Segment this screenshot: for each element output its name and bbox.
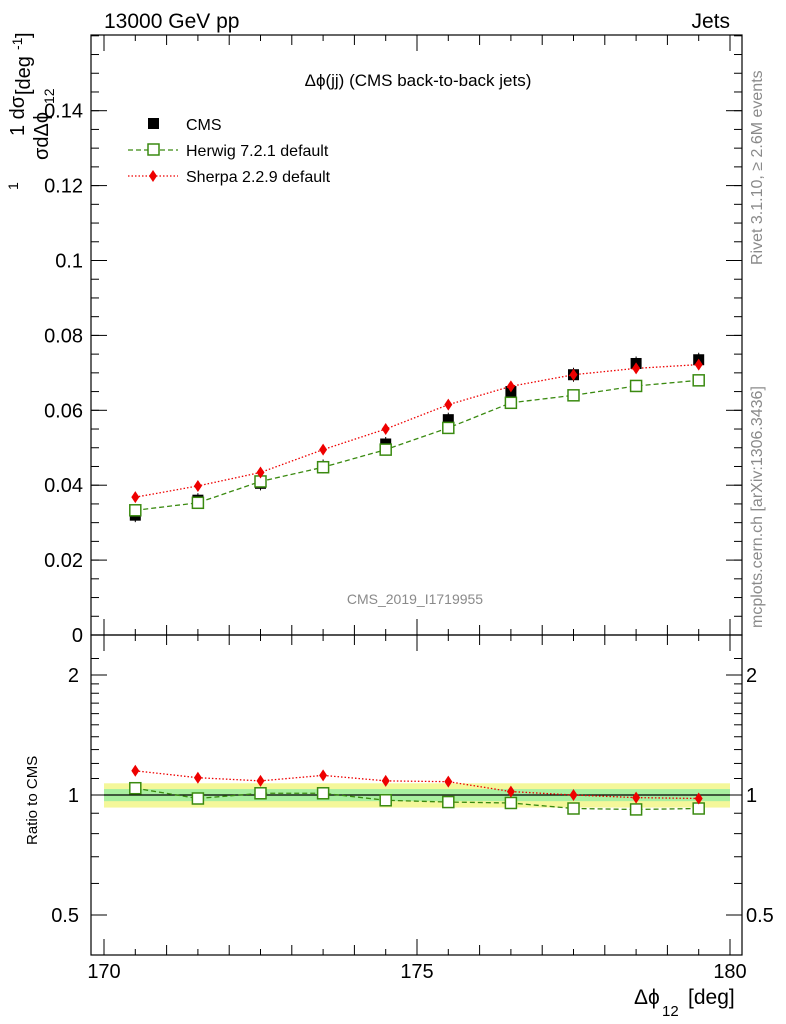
x-axis-label: Δϕ 12 [deg] [634,986,735,1020]
herwig-data-point [379,443,392,456]
sherpa-ratio-point [131,764,140,777]
svg-text:σdΔϕ: σdΔϕ [31,112,53,160]
herwig-ratio-point [129,781,142,795]
main-y-tick-label: 0.14 [44,101,83,123]
sherpa-ratio-point [632,791,641,804]
herwig-ratio-point [692,802,705,815]
legend-herwig-marker [147,143,160,156]
sherpa-data-point [694,358,703,371]
ratio-panel: 170 175 180 0.5 0.5 1 1 2 2 [51,634,774,983]
main-y-tick-label: 0.1 [55,251,83,273]
ratio-y-tick-label: 2 [68,665,79,687]
sherpa-ratio-point [319,769,328,782]
herwig-data-point [567,389,580,402]
sherpa-data-point [506,380,515,393]
header-left: 13000 GeV pp [104,10,239,33]
cms-data-point [442,414,454,426]
herwig-ratio-point [379,794,392,807]
sherpa-data-point [569,368,578,381]
main-y-tick-label: 0.08 [44,325,83,347]
svg-text:12: 12 [662,1003,679,1020]
ratio-y-tick-label: 0.5 [51,905,79,927]
sherpa-data-point [131,491,140,504]
herwig-ratio-point [629,803,643,816]
sherpa-data-point [444,398,453,411]
herwig-data-point [692,374,705,387]
main-y-tick-label: 0.02 [44,550,83,572]
ratio-y-tick-label-right: 0.5 [746,905,774,927]
main-panel: 0 0.02 0.04 0.06 0.08 0.1 0.12 0.14 [44,34,743,647]
herwig-ratio-point [567,802,580,815]
herwig-data-point [129,504,142,517]
legend-sherpa-label: Sherpa 2.2.9 default [186,169,331,186]
svg-text:[deg: [deg [13,56,35,95]
herwig-data-point [504,396,518,410]
ratio-y-tick-label: 1 [68,785,79,807]
herwig-data-point [191,496,205,510]
herwig-data-point [316,460,330,474]
main-y-axis-label: 1 1 dσ σdΔϕ 12 [deg -1 ] [5,32,57,190]
sherpa-ratio-point [256,774,265,787]
sherpa-ratio-point [381,774,390,787]
main-plot-title: Δϕ(jj) (CMS back-to-back jets) [305,71,532,90]
sherpa-ratio-point [444,775,453,788]
herwig-data-point [442,421,455,435]
herwig-ratio-point [504,796,518,810]
legend-cms-label: CMS [186,117,222,134]
ratio-y-axis-label: Ratio to CMS [24,756,41,845]
svg-text:1: 1 [5,182,21,190]
legend: CMS Herwig 7.2.1 default Sherpa 2.2.9 de… [128,117,331,186]
legend-herwig-label: Herwig 7.2.1 default [186,143,329,160]
sherpa-ratio-point [193,771,202,784]
svg-text:]: ] [13,32,35,38]
main-y-tick-label: 0.06 [44,400,83,422]
ratio-series-line-0 [135,787,699,811]
header-right: Jets [691,10,730,33]
rivet-version-text: Rivet 3.1.10, ≥ 2.6M events [749,70,766,265]
main-y-tick-label: 0 [72,625,83,647]
ratio-y-tick-label-right: 2 [746,665,757,687]
sherpa-data-point [381,423,390,436]
x-tick-label: 175 [400,961,433,983]
main-y-tick-label: 0.12 [44,176,83,198]
herwig-ratio-point [442,795,455,809]
sherpa-data-point [256,466,265,479]
svg-text:Δϕ: Δϕ [634,986,660,1009]
sherpa-ratio-point [506,785,515,798]
svg-text:[deg]: [deg] [688,986,735,1009]
main-series-line-2 [135,363,699,498]
main-y-tick-label: 0.04 [44,475,83,497]
sherpa-data-point [632,362,641,375]
legend-cms-marker [148,118,159,129]
sherpa-ratio-point [569,789,578,801]
analysis-watermark: CMS_2019_I1719955 [347,591,483,607]
herwig-ratio-point [316,787,330,800]
sherpa-data-point [193,479,202,492]
mcplots-reference-text: mcplots.cern.ch [arXiv:1306.3436] [749,386,766,628]
ratio-y-tick-label-right: 1 [746,785,757,807]
svg-text:12: 12 [41,88,57,104]
x-tick-label: 180 [713,961,746,983]
x-tick-label: 170 [87,961,120,983]
legend-sherpa-marker [149,170,157,182]
herwig-ratio-point [191,792,205,805]
sherpa-data-point [319,443,328,456]
sherpa-ratio-point [694,792,703,805]
main-series-line-1 [135,379,699,511]
svg-text:-1: -1 [9,37,25,50]
herwig-data-point [629,379,643,393]
svg-text:1 dσ: 1 dσ [7,95,29,136]
herwig-ratio-point [254,787,267,800]
